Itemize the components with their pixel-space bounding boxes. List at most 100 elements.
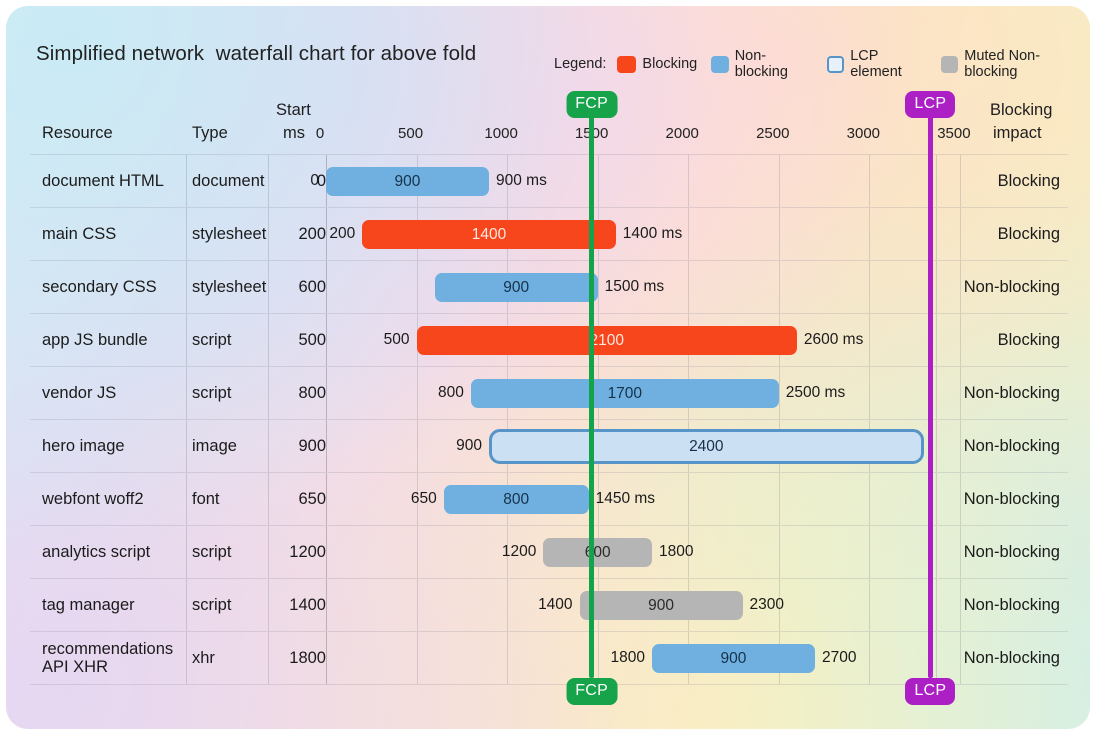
- column-separator: [936, 261, 937, 313]
- column-separator: [326, 367, 327, 419]
- waterfall-bar[interactable]: 800: [443, 485, 589, 514]
- cell-start-ms: 800: [298, 383, 326, 402]
- table-row[interactable]: main CSS stylesheet 200 1400 200 1400 ms Block…: [30, 208, 1068, 261]
- column-separator: [268, 579, 269, 631]
- gridline: [869, 261, 871, 313]
- column-separator: [268, 473, 269, 525]
- bar-start-label: 0: [310, 172, 319, 189]
- waterfall-bar[interactable]: 900: [326, 167, 489, 196]
- column-separator: [326, 314, 327, 366]
- x-axis-tick-0: 0: [315, 125, 325, 142]
- gridline: [959, 367, 961, 419]
- column-header-type: Type: [192, 124, 228, 142]
- legend-label: Legend:: [554, 56, 607, 72]
- cell-blocking-impact: Blocking: [997, 330, 1060, 349]
- cell-start-ms: 500: [298, 330, 326, 349]
- table-row[interactable]: analytics script script 1200 600 1200 1800 Non…: [30, 526, 1068, 579]
- fcp-badge-bottom[interactable]: FCP: [566, 678, 618, 705]
- legend-item-label: LCP element: [850, 48, 902, 80]
- gridline: [416, 367, 418, 419]
- x-axis-tick-3500: 3500: [937, 125, 971, 142]
- waterfall-bar[interactable]: 600: [543, 538, 652, 567]
- bar-start-label: 900: [456, 437, 482, 454]
- fcp-badge-top[interactable]: FCP: [566, 91, 618, 118]
- gridline: [326, 208, 327, 260]
- column-separator: [186, 632, 187, 684]
- gridline: [778, 473, 780, 525]
- gridline: [778, 155, 780, 207]
- gridline: [416, 473, 418, 525]
- waterfall-bar[interactable]: 2100: [416, 326, 797, 355]
- gridline: [959, 261, 961, 313]
- gridline: [416, 420, 418, 472]
- column-separator: [186, 579, 187, 631]
- waterfall-table: document HTML document 0 900 0 900 ms Blocking…: [30, 154, 1068, 685]
- column-separator: [186, 367, 187, 419]
- table-row[interactable]: document HTML document 0 900 0 900 ms Blocking: [30, 154, 1068, 208]
- legend-item-label: Muted Non-blocking: [964, 48, 1041, 80]
- column-separator: [268, 526, 269, 578]
- cell-blocking-impact: Blocking: [997, 224, 1060, 243]
- cell-blocking-impact: Blocking: [997, 171, 1060, 190]
- gridline: [326, 632, 327, 684]
- bar-start-label: 200: [329, 225, 356, 242]
- gridline: [778, 526, 780, 578]
- gridline: [416, 579, 418, 631]
- bar-end-label: 1800: [658, 543, 694, 560]
- waterfall-bar[interactable]: 1700: [470, 379, 779, 408]
- table-row[interactable]: vendor JS script 800 1700 800 2500 ms Non-bloc…: [30, 367, 1068, 420]
- table-row[interactable]: app JS bundle script 500 2100 500 2600 ms Bloc…: [30, 314, 1068, 367]
- column-separator: [326, 261, 327, 313]
- gridline: [688, 155, 690, 207]
- cell-type: script: [192, 330, 232, 349]
- cell-start-ms: 900: [298, 436, 326, 455]
- waterfall-bar[interactable]: 900: [579, 591, 743, 620]
- gridline: [507, 526, 509, 578]
- x-axis-tick-3000: 3000: [846, 125, 881, 142]
- table-row[interactable]: hero image image 900 2400 900 Non-blocking: [30, 420, 1068, 473]
- table-row[interactable]: webfont woff2 font 650 800 650 1450 ms Non-blo…: [30, 473, 1068, 526]
- bar-end-label: 2600 ms: [803, 331, 864, 348]
- waterfall-bar[interactable]: 900: [651, 644, 815, 673]
- cell-type: script: [192, 595, 232, 614]
- column-header-start-line2: ms: [283, 124, 305, 142]
- column-header-start-line1: Start: [276, 101, 311, 119]
- column-separator: [268, 367, 269, 419]
- gridline: [869, 526, 871, 578]
- cell-resource: app JS bundle: [42, 330, 148, 349]
- cell-type: stylesheet: [192, 224, 267, 243]
- bar-end-label: 2500 ms: [785, 384, 846, 401]
- column-separator: [186, 261, 187, 313]
- cell-type: script: [192, 383, 232, 402]
- column-separator: [936, 208, 937, 260]
- legend-item-label: Non-blocking: [734, 48, 788, 80]
- cell-blocking-impact: Non-blocking: [963, 436, 1060, 455]
- gridline: [597, 261, 599, 313]
- column-separator: [326, 526, 327, 578]
- bar-start-label: 1800: [610, 649, 645, 666]
- table-row[interactable]: secondary CSS stylesheet 600 900 1500 ms Non-…: [30, 261, 1068, 314]
- legend-item-label: Blocking: [642, 56, 698, 72]
- cell-type: image: [192, 436, 237, 455]
- bar-start-label: 1200: [501, 543, 537, 560]
- column-separator: [186, 314, 187, 366]
- legend-item-muted-non-blocking: Muted Non-blocking: [940, 48, 1083, 80]
- gridline: [326, 367, 327, 419]
- waterfall-bar[interactable]: 1400: [362, 220, 616, 249]
- column-separator: [268, 632, 269, 684]
- column-separator: [936, 579, 937, 631]
- cell-resource: document HTML: [42, 171, 164, 190]
- column-separator: [936, 526, 937, 578]
- table-row[interactable]: tag manager script 1400 900 1400 2300 Non-bloc…: [30, 579, 1068, 632]
- lcp-badge-top[interactable]: LCP: [905, 91, 956, 118]
- waterfall-bar[interactable]: 900: [434, 273, 598, 302]
- gridline: [959, 314, 961, 366]
- table-row[interactable]: recommendations API XHR xhr 1800 900 1800 270…: [30, 632, 1068, 685]
- waterfall-bar[interactable]: 2400: [488, 429, 924, 464]
- cell-blocking-impact: Non-blocking: [963, 277, 1060, 296]
- column-separator: [936, 473, 937, 525]
- gridline: [597, 632, 599, 684]
- x-axis-tick-1000: 1000: [484, 125, 518, 142]
- lcp-badge-bottom[interactable]: LCP: [905, 678, 956, 705]
- legend-item-blocking: Blocking: [617, 55, 698, 73]
